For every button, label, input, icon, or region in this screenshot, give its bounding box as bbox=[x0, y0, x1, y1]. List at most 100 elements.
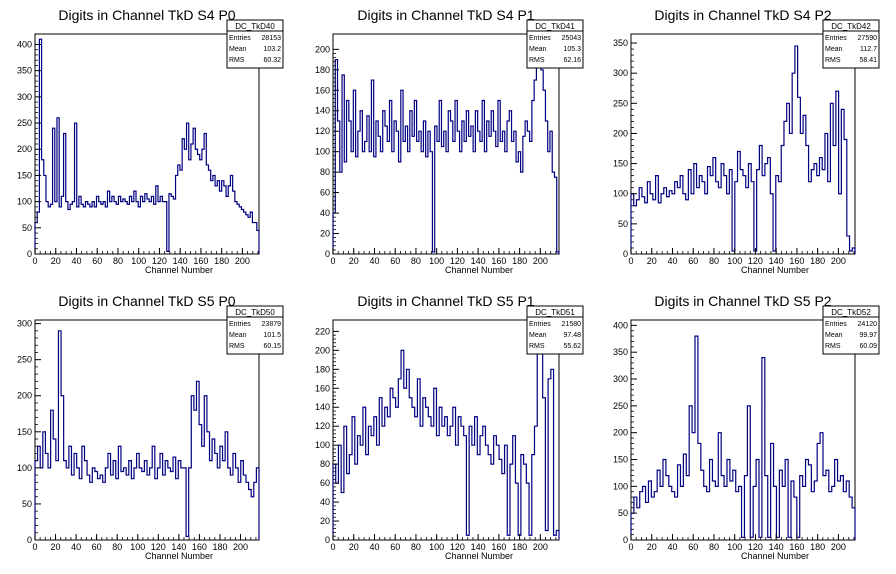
y-tick-label: 100 bbox=[315, 440, 330, 450]
y-tick-label: 100 bbox=[613, 189, 628, 199]
x-tick-label: 200 bbox=[533, 256, 548, 266]
chart-title: Digits in Channel TkD S4 P2 bbox=[654, 7, 831, 23]
histogram-series bbox=[34, 330, 260, 540]
y-tick-label: 350 bbox=[613, 38, 628, 48]
y-tick-label: 180 bbox=[315, 364, 330, 374]
stats-value: 97.48 bbox=[563, 332, 581, 339]
plot-frame bbox=[332, 33, 560, 255]
x-tick-label: 0 bbox=[330, 542, 335, 552]
plot-frame bbox=[34, 319, 260, 541]
stats-value: 103.2 bbox=[263, 46, 281, 53]
chart-title: Digits in Channel TkD S4 P0 bbox=[58, 7, 235, 23]
y-tick-label: 250 bbox=[17, 118, 32, 128]
x-tick-label: 80 bbox=[411, 256, 421, 266]
x-tick-label: 0 bbox=[628, 542, 633, 552]
x-tick-label: 160 bbox=[789, 542, 804, 552]
x-tick-label: 80 bbox=[113, 256, 123, 266]
y-tick-label: 0 bbox=[623, 535, 628, 545]
x-tick-label: 60 bbox=[688, 256, 698, 266]
y-tick-label: 40 bbox=[320, 497, 330, 507]
y-tick-label: 50 bbox=[22, 499, 32, 509]
stats-value: 62.16 bbox=[563, 57, 581, 64]
x-tick-label: 20 bbox=[349, 256, 359, 266]
y-tick-label: 100 bbox=[17, 463, 32, 473]
x-tick-label: 180 bbox=[212, 542, 227, 552]
y-tick-label: 250 bbox=[17, 355, 32, 365]
x-tick-label: 20 bbox=[51, 256, 61, 266]
stats-value: 27590 bbox=[858, 35, 878, 42]
x-axis-label: Channel Number bbox=[145, 551, 213, 561]
y-tick-label: 200 bbox=[613, 128, 628, 138]
x-tick-label: 40 bbox=[71, 542, 81, 552]
x-axis-label: Channel Number bbox=[741, 265, 809, 275]
x-axis-label: Channel Number bbox=[445, 265, 513, 275]
stats-value: 112.7 bbox=[860, 46, 877, 53]
histogram-panel-5: Digits in Channel TkD S5 P20501001502002… bbox=[613, 293, 880, 561]
stats-value: 55.62 bbox=[563, 343, 581, 350]
stats-key: Entries bbox=[529, 35, 551, 42]
x-tick-label: 200 bbox=[233, 542, 248, 552]
x-axis-label: Channel Number bbox=[741, 551, 809, 561]
y-tick-label: 0 bbox=[27, 249, 32, 259]
x-tick-label: 0 bbox=[32, 542, 37, 552]
x-tick-label: 160 bbox=[491, 542, 506, 552]
x-tick-label: 140 bbox=[471, 256, 486, 266]
y-tick-label: 250 bbox=[613, 98, 628, 108]
stats-key: RMS bbox=[825, 343, 841, 350]
y-tick-label: 300 bbox=[17, 319, 32, 329]
stats-box bbox=[822, 305, 880, 355]
y-tick-label: 150 bbox=[613, 455, 628, 465]
x-tick-label: 160 bbox=[789, 256, 804, 266]
y-tick-label: 50 bbox=[618, 219, 628, 229]
stats-name: DC_TkD40 bbox=[235, 22, 275, 31]
stats-key: Mean bbox=[529, 46, 547, 53]
x-tick-label: 60 bbox=[390, 542, 400, 552]
x-tick-label: 140 bbox=[769, 542, 784, 552]
plot-frame bbox=[630, 319, 856, 541]
histogram-panel-3: Digits in Channel TkD S5 P00501001502002… bbox=[17, 293, 284, 561]
x-tick-label: 120 bbox=[450, 256, 465, 266]
y-tick-label: 350 bbox=[17, 66, 32, 76]
y-tick-label: 250 bbox=[613, 401, 628, 411]
stats-key: Mean bbox=[825, 46, 843, 53]
stats-key: Mean bbox=[529, 332, 547, 339]
x-tick-label: 120 bbox=[152, 256, 167, 266]
stats-value: 25043 bbox=[562, 35, 582, 42]
stats-key: RMS bbox=[229, 57, 245, 64]
x-tick-label: 200 bbox=[831, 256, 846, 266]
x-tick-label: 60 bbox=[390, 256, 400, 266]
x-tick-label: 20 bbox=[349, 542, 359, 552]
histogram-series bbox=[34, 38, 260, 254]
x-tick-label: 140 bbox=[171, 542, 186, 552]
stats-key: Entries bbox=[825, 321, 847, 328]
x-tick-label: 100 bbox=[727, 542, 742, 552]
x-tick-label: 140 bbox=[173, 256, 188, 266]
stats-key: RMS bbox=[529, 57, 545, 64]
histogram-panel-1: Digits in Channel TkD S4 P1 0 20 40 60 80 100 1… bbox=[315, 7, 584, 275]
y-tick-label: 200 bbox=[17, 391, 32, 401]
y-tick-label: 50 bbox=[22, 223, 32, 233]
stats-box bbox=[526, 19, 584, 69]
x-tick-label: 160 bbox=[193, 256, 208, 266]
stats-value: 58.41 bbox=[859, 57, 877, 64]
y-tick-label: 20 bbox=[320, 516, 330, 526]
x-tick-label: 100 bbox=[429, 256, 444, 266]
stats-name: DC_TkD51 bbox=[535, 308, 575, 317]
y-tick-label: 200 bbox=[17, 144, 32, 154]
x-tick-label: 120 bbox=[151, 542, 166, 552]
x-tick-label: 100 bbox=[429, 542, 444, 552]
histogram-panel-2: Digits in Channel TkD S4 P20501001502002… bbox=[613, 7, 880, 275]
x-tick-label: 40 bbox=[71, 256, 81, 266]
stats-key: Mean bbox=[825, 332, 843, 339]
y-tick-label: 400 bbox=[613, 320, 628, 330]
x-tick-label: 100 bbox=[131, 256, 146, 266]
y-tick-label: 0 bbox=[325, 249, 330, 259]
x-tick-label: 20 bbox=[647, 256, 657, 266]
y-tick-label: 140 bbox=[315, 106, 330, 116]
x-tick-label: 40 bbox=[667, 256, 677, 266]
stats-box bbox=[822, 19, 880, 69]
x-tick-label: 160 bbox=[192, 542, 207, 552]
stats-value: 99.97 bbox=[859, 332, 877, 339]
stats-key: RMS bbox=[229, 343, 245, 350]
